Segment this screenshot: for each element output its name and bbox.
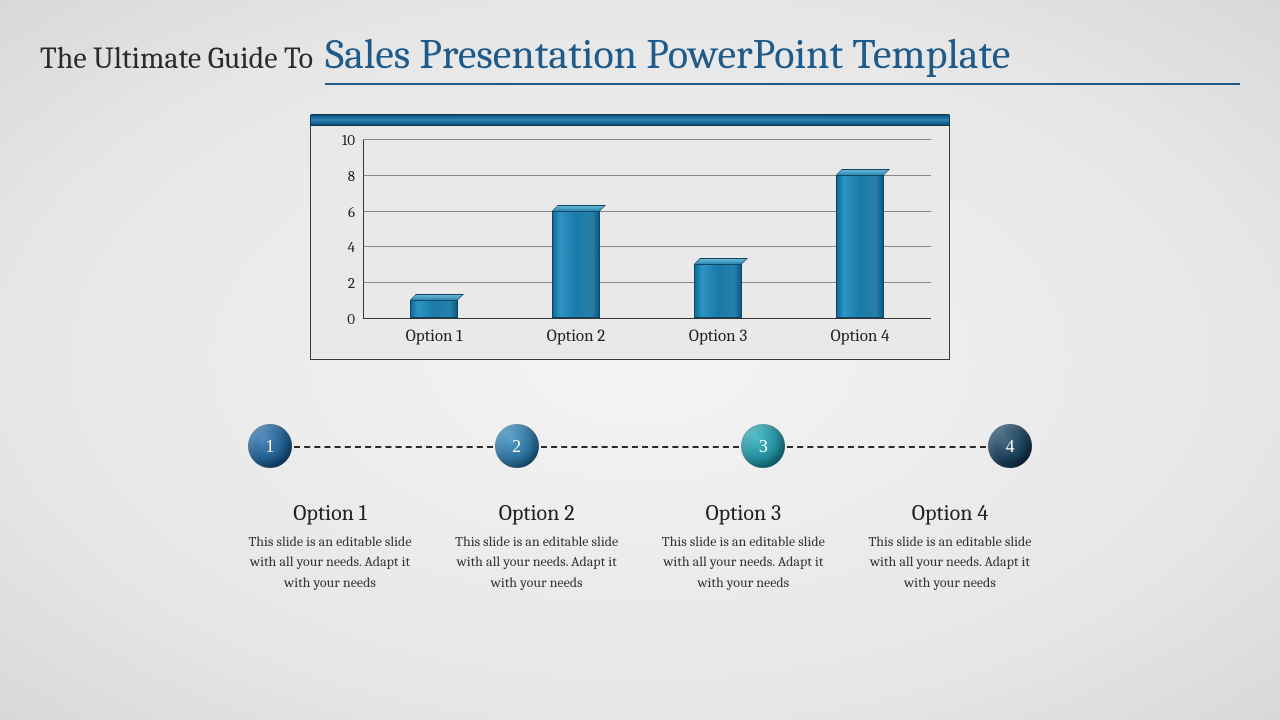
step-row: 1234: [270, 420, 1010, 472]
option-desc: This slide is an editable slide with all…: [850, 532, 1050, 593]
bar: [552, 211, 600, 318]
step-circle-1: 1: [248, 424, 292, 468]
options-row: Option 1 This slide is an editable slide …: [230, 500, 1050, 593]
bar: [836, 175, 884, 318]
option-title: Option 2: [437, 500, 637, 526]
y-tick-label: 4: [348, 238, 363, 256]
option-title: Option 1: [230, 500, 430, 526]
x-tick-label: Option 1: [406, 319, 463, 346]
option-title: Option 4: [850, 500, 1050, 526]
option-desc: This slide is an editable slide with all…: [437, 532, 637, 593]
option-title: Option 3: [643, 500, 843, 526]
option-block-4: Option 4 This slide is an editable slide …: [850, 500, 1050, 593]
bar-face: [410, 300, 458, 318]
y-tick-label: 0: [347, 310, 363, 328]
y-axis: [363, 140, 364, 319]
option-desc: This slide is an editable slide with all…: [230, 532, 430, 593]
option-block-1: Option 1 This slide is an editable slide …: [230, 500, 430, 593]
grid-line: [363, 139, 931, 140]
chart-topbar: [310, 114, 950, 126]
title-underline: [325, 83, 1240, 85]
y-tick-label: 6: [348, 203, 363, 221]
step-connector: [294, 446, 493, 448]
bar-face: [836, 175, 884, 318]
bar-top: [410, 294, 464, 300]
title-prefix: The Ultimate Guide To: [40, 41, 313, 76]
bar-top: [694, 258, 748, 264]
bar: [410, 300, 458, 318]
x-tick-label: Option 3: [689, 319, 747, 346]
bar-face: [552, 211, 600, 318]
y-tick-label: 2: [348, 274, 363, 292]
title-main-wrap: Sales Presentation PowerPoint Template: [325, 30, 1240, 85]
step-connector: [541, 446, 740, 448]
chart-plot-area: 0246810Option 1Option 2Option 3Option 4: [363, 140, 931, 319]
slide: The Ultimate Guide To Sales Presentation…: [0, 0, 1280, 720]
y-tick-label: 8: [348, 167, 363, 185]
option-desc: This slide is an editable slide with all…: [643, 532, 843, 593]
bar-top: [552, 205, 606, 211]
bar-top: [836, 169, 890, 175]
step-connector: [787, 446, 986, 448]
x-tick-label: Option 2: [547, 319, 606, 346]
step-circle-4: 4: [988, 424, 1032, 468]
bar: [694, 264, 742, 318]
bar-chart-panel: 0 2 4 6 8 10 Option 1 Option 2 Option 3 Option 4: [310, 115, 950, 360]
step-circle-2: 2: [495, 424, 539, 468]
x-tick-label: Option 4: [830, 319, 889, 346]
step-circle-3: 3: [741, 424, 785, 468]
y-tick-label: 10: [342, 131, 363, 149]
title-main: Sales Presentation PowerPoint Template: [325, 30, 1240, 79]
option-block-2: Option 2 This slide is an editable slide …: [437, 500, 637, 593]
option-block-3: Option 3 This slide is an editable slide …: [643, 500, 843, 593]
slide-title: The Ultimate Guide To Sales Presentation…: [40, 30, 1240, 85]
bar-face: [694, 264, 742, 318]
